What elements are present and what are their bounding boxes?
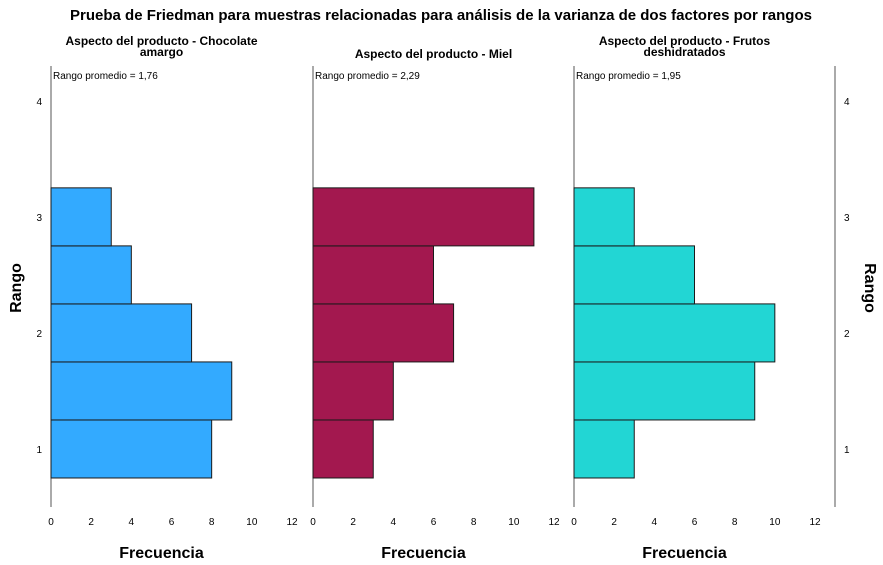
x-tick-label: 12	[548, 517, 560, 528]
mean-rank-label: Rango promedio = 1,95	[576, 71, 681, 82]
rank-axes: 1 1 2 2 3 3 4 4 Rango Rango	[8, 66, 878, 507]
x-tick-label: 0	[571, 517, 577, 528]
y-tick-label-left: 1	[36, 445, 42, 456]
panel-title-line: deshidratados	[643, 45, 725, 59]
x-tick-label: 6	[169, 517, 175, 528]
mean-rank-label: Rango promedio = 1,76	[53, 71, 158, 82]
mean-rank-label: Rango promedio = 2,29	[315, 71, 420, 82]
x-tick-label: 10	[769, 517, 781, 528]
histogram-bar	[573, 245, 695, 305]
x-tick-label: 12	[809, 517, 821, 528]
histogram-bar	[50, 361, 233, 421]
panel-title-line: Aspecto del producto - Miel	[355, 47, 512, 61]
histogram-bar	[573, 419, 635, 479]
y-tick-label-left: 4	[36, 97, 42, 108]
histogram-bar	[312, 361, 394, 421]
x-axis-label: Frecuencia	[381, 545, 466, 562]
panel-title-line: Aspecto del producto - Chocolate	[65, 34, 257, 48]
x-tick-label: 4	[391, 517, 397, 528]
x-tick-label: 4	[652, 517, 658, 528]
x-tick-label: 2	[350, 517, 356, 528]
histogram-bar	[312, 245, 434, 305]
histogram-bar	[573, 361, 756, 421]
x-tick-label: 0	[48, 517, 54, 528]
y-tick-label-right: 1	[844, 445, 850, 456]
x-tick-label: 8	[471, 517, 477, 528]
x-tick-label: 4	[129, 517, 135, 528]
histogram-bar	[50, 303, 193, 363]
panel-3: Aspecto del producto - Frutosdeshidratad…	[571, 34, 821, 562]
y-tick-label-right: 2	[844, 329, 850, 340]
x-axis-label: Frecuencia	[642, 545, 727, 562]
y-tick-label-right: 4	[844, 97, 850, 108]
panel-title-line: amargo	[140, 45, 183, 59]
y-tick-label-left: 2	[36, 329, 42, 340]
x-tick-label: 6	[692, 517, 698, 528]
histogram-bar	[50, 245, 132, 305]
x-tick-label: 0	[310, 517, 316, 528]
chart-title: Prueba de Friedman para muestras relacio…	[70, 7, 812, 24]
x-tick-label: 8	[209, 517, 215, 528]
y-axis-label-right: Rango	[861, 263, 878, 313]
y-tick-label-right: 3	[844, 213, 850, 224]
x-tick-label: 6	[431, 517, 437, 528]
x-tick-label: 10	[246, 517, 258, 528]
y-axis-label-left: Rango	[8, 263, 25, 313]
x-axis-label: Frecuencia	[119, 545, 204, 562]
panel-title-line: Aspecto del producto - Frutos	[599, 34, 771, 48]
y-tick-label-left: 3	[36, 213, 42, 224]
histogram-bar	[50, 187, 112, 247]
x-tick-label: 2	[611, 517, 617, 528]
x-tick-label: 2	[88, 517, 94, 528]
histogram-bar	[312, 419, 374, 479]
histogram-bar	[573, 187, 635, 247]
x-tick-label: 8	[732, 517, 738, 528]
histogram-bar	[573, 303, 776, 363]
x-tick-label: 12	[286, 517, 298, 528]
histogram-bar	[50, 419, 213, 479]
panel-2: Aspecto del producto - Miel Rango promedi…	[310, 47, 560, 562]
x-tick-label: 10	[508, 517, 520, 528]
histogram-bar	[312, 303, 455, 363]
histogram-bar	[312, 187, 535, 247]
